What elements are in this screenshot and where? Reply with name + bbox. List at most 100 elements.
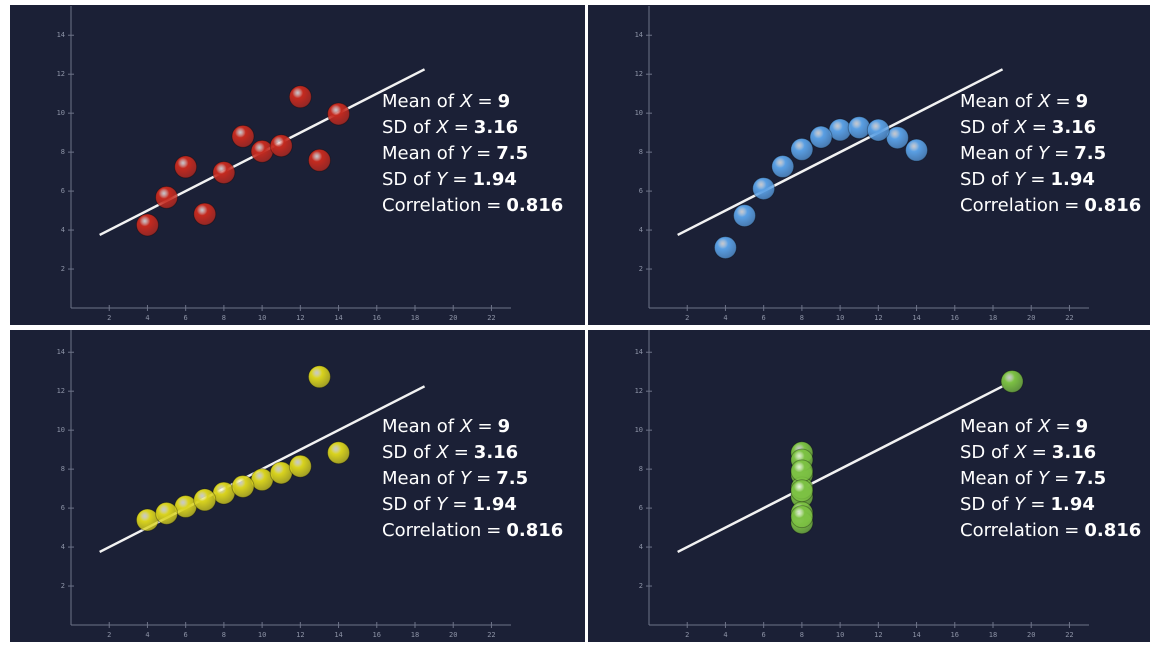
stat-sign: =	[1064, 195, 1079, 216]
candy-point	[809, 125, 833, 149]
stat-label: Mean of	[960, 468, 1033, 489]
x-tick-label: 22	[1065, 314, 1073, 322]
x-tick-label: 4	[145, 631, 149, 639]
stat-line: SD of Y = 1.94	[960, 494, 1095, 515]
stat-variable: X	[435, 442, 449, 463]
stat-label: Correlation	[382, 195, 481, 216]
stat-line: Correlation = 0.816	[382, 520, 563, 541]
stat-line: Mean of X = 9	[960, 416, 1088, 437]
stat-value: 0.816	[506, 520, 563, 541]
y-tick-label: 8	[61, 465, 65, 473]
x-tick-label: 4	[723, 314, 727, 322]
stat-label: SD of	[382, 117, 431, 138]
stat-sign: =	[454, 117, 469, 138]
y-tick-label: 12	[57, 387, 65, 395]
stat-line: SD of X = 3.16	[960, 117, 1096, 138]
candy-point	[212, 161, 236, 185]
stat-label: Mean of	[960, 91, 1033, 112]
stat-variable: Y	[436, 169, 449, 190]
x-tick-label: 16	[951, 631, 959, 639]
stat-line: SD of Y = 1.94	[960, 169, 1095, 190]
stat-label: Correlation	[960, 520, 1059, 541]
stat-line: Correlation = 0.816	[960, 520, 1141, 541]
candy-point	[713, 236, 737, 260]
candy-point	[193, 202, 217, 226]
candy-point	[231, 124, 255, 148]
stat-label: Mean of	[960, 416, 1033, 437]
stat-label: SD of	[960, 494, 1009, 515]
x-tick-label: 8	[222, 314, 226, 322]
y-tick-label: 4	[61, 226, 65, 234]
stat-value: 3.16	[474, 442, 518, 463]
stat-line: Mean of Y = 7.5	[382, 468, 528, 489]
stat-sign: =	[452, 494, 467, 515]
stat-variable: Y	[460, 468, 473, 489]
stat-sign: =	[1064, 520, 1079, 541]
x-tick-label: 2	[107, 314, 111, 322]
stat-line: SD of X = 3.16	[382, 117, 518, 138]
x-tick-label: 10	[836, 314, 844, 322]
candy-point	[307, 365, 331, 389]
stat-line: Mean of X = 9	[382, 416, 510, 437]
trend-line	[677, 385, 1004, 554]
x-tick-label: 6	[762, 314, 766, 322]
y-tick-label: 2	[61, 582, 65, 590]
stat-variable: X	[1037, 91, 1051, 112]
y-tick-label: 6	[639, 504, 643, 512]
stat-line: Mean of Y = 7.5	[960, 468, 1106, 489]
candy-point	[790, 459, 814, 483]
x-tick-label: 18	[411, 631, 419, 639]
x-tick-label: 22	[487, 631, 495, 639]
board	[10, 5, 585, 325]
y-tick-label: 10	[57, 109, 65, 117]
stat-sign: =	[476, 143, 491, 164]
candy-point	[885, 126, 909, 150]
stat-line: SD of Y = 1.94	[382, 169, 517, 190]
stat-value: 0.816	[1084, 520, 1141, 541]
candy-point	[231, 474, 255, 498]
x-tick-label: 12	[296, 631, 304, 639]
x-tick-label: 8	[800, 631, 804, 639]
x-tick-label: 10	[836, 631, 844, 639]
y-tick-label: 2	[639, 582, 643, 590]
stat-line: Mean of Y = 7.5	[382, 143, 528, 164]
stat-value: 1.94	[472, 169, 516, 190]
x-tick-label: 20	[1027, 314, 1035, 322]
x-tick-label: 14	[912, 631, 920, 639]
candy-point	[790, 505, 814, 529]
x-tick-label: 8	[222, 631, 226, 639]
x-tick-label: 20	[1027, 631, 1035, 639]
stat-value: 7.5	[496, 143, 528, 164]
stat-value: 0.816	[1084, 195, 1141, 216]
stat-value: 7.5	[1074, 468, 1106, 489]
x-tick-label: 6	[184, 631, 188, 639]
y-tick-label: 8	[639, 465, 643, 473]
board	[10, 330, 585, 642]
stat-sign: =	[477, 416, 492, 437]
candy-point	[174, 155, 198, 179]
stat-value: 9	[1076, 416, 1089, 437]
x-tick-label: 18	[989, 631, 997, 639]
stat-value: 0.816	[506, 195, 563, 216]
stat-label: Mean of	[382, 91, 455, 112]
stat-sign: =	[1055, 416, 1070, 437]
candy-point	[866, 118, 890, 142]
x-tick-label: 10	[258, 631, 266, 639]
candy-point	[288, 85, 312, 109]
stat-value: 9	[1076, 91, 1089, 112]
stat-label: SD of	[960, 169, 1009, 190]
candy-point	[307, 148, 331, 172]
x-tick-label: 16	[373, 631, 381, 639]
stat-sign: =	[1030, 494, 1045, 515]
stat-sign: =	[452, 169, 467, 190]
x-tick-label: 22	[1065, 631, 1073, 639]
x-tick-label: 6	[184, 314, 188, 322]
x-tick-label: 12	[296, 314, 304, 322]
stat-variable: Y	[1014, 494, 1027, 515]
stat-variable: Y	[1038, 468, 1051, 489]
y-tick-label: 8	[61, 148, 65, 156]
y-tick-label: 8	[639, 148, 643, 156]
